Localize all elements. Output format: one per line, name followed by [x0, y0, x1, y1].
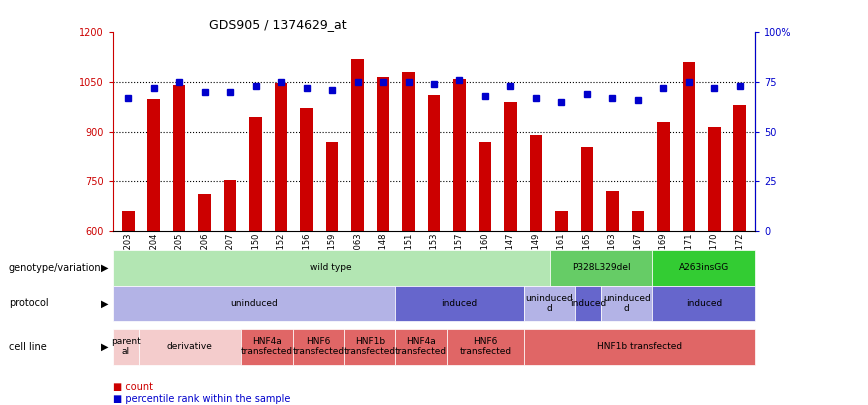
Bar [478, 142, 491, 231]
Bar [428, 95, 440, 231]
Text: uninduced
d: uninduced d [526, 294, 574, 313]
Bar [224, 179, 236, 231]
Bar [447, 329, 524, 364]
Bar [122, 211, 135, 231]
Bar [241, 329, 293, 364]
Bar [173, 85, 186, 231]
Bar [300, 109, 313, 231]
Bar [402, 72, 415, 231]
Bar [733, 105, 746, 231]
Text: ▶: ▶ [101, 342, 108, 352]
Text: induced: induced [442, 299, 477, 308]
Bar [249, 117, 262, 231]
Bar [326, 142, 339, 231]
Bar [396, 286, 524, 321]
Text: protocol: protocol [9, 298, 49, 308]
Bar [606, 191, 619, 231]
Text: genotype/variation: genotype/variation [9, 263, 102, 273]
Bar [581, 147, 594, 231]
Text: induced: induced [686, 299, 722, 308]
Bar [274, 83, 287, 231]
Bar [682, 62, 695, 231]
Text: induced: induced [570, 299, 606, 308]
Text: wild type: wild type [311, 263, 352, 272]
Text: HNF6
transfected: HNF6 transfected [293, 337, 345, 356]
Text: HNF4a
transfected: HNF4a transfected [395, 337, 447, 356]
Text: P328L329del: P328L329del [572, 263, 630, 272]
Bar [504, 102, 516, 231]
Bar [396, 329, 447, 364]
Bar [549, 250, 653, 286]
Bar [632, 211, 644, 231]
Bar [524, 286, 575, 321]
Bar [113, 286, 396, 321]
Bar [113, 329, 139, 364]
Text: A263insGG: A263insGG [679, 263, 729, 272]
Bar [555, 211, 568, 231]
Bar [113, 250, 549, 286]
Text: cell line: cell line [9, 342, 46, 352]
Text: HNF6
transfected: HNF6 transfected [459, 337, 511, 356]
Text: ▶: ▶ [101, 298, 108, 308]
Text: ■ count: ■ count [113, 382, 153, 392]
Bar [653, 250, 755, 286]
Bar [377, 77, 390, 231]
Text: uninduced: uninduced [230, 299, 278, 308]
Text: ■ percentile rank within the sample: ■ percentile rank within the sample [113, 394, 290, 404]
Bar [198, 194, 211, 231]
Bar [529, 135, 542, 231]
Text: ▶: ▶ [101, 263, 108, 273]
Bar [453, 79, 466, 231]
Text: HNF4a
transfected: HNF4a transfected [241, 337, 293, 356]
Bar [293, 329, 344, 364]
Text: parent
al: parent al [111, 337, 141, 356]
Text: derivative: derivative [167, 342, 213, 351]
Bar [657, 122, 670, 231]
Text: HNF1b transfected: HNF1b transfected [597, 342, 682, 351]
Bar [148, 98, 160, 231]
Bar [524, 329, 755, 364]
Bar [708, 127, 720, 231]
Bar [601, 286, 653, 321]
Text: HNF1b
transfected: HNF1b transfected [344, 337, 396, 356]
Text: GDS905 / 1374629_at: GDS905 / 1374629_at [209, 18, 347, 31]
Text: uninduced
d: uninduced d [602, 294, 651, 313]
Bar [352, 59, 364, 231]
Bar [575, 286, 601, 321]
Bar [344, 329, 396, 364]
Bar [139, 329, 241, 364]
Bar [653, 286, 755, 321]
